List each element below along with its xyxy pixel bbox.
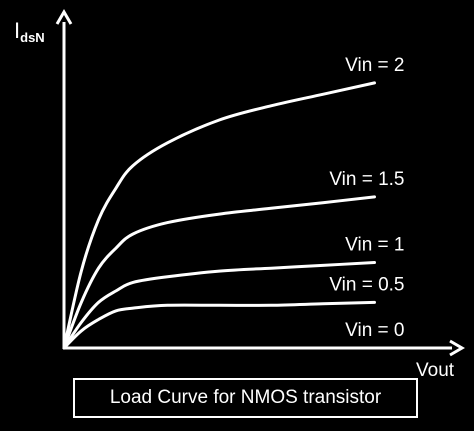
curve-label-2: Vin = 1 (345, 235, 404, 256)
y-axis-arrow-icon (55, 9, 73, 25)
curve-line-2 (62, 261, 376, 350)
curve-line-1 (62, 195, 376, 350)
curve-label-4: Vin = 0 (345, 320, 404, 341)
curve-line-0 (62, 81, 376, 350)
chart-title-box: Load Curve for NMOS transistor (73, 378, 418, 418)
x-axis-arrow-icon (449, 339, 465, 357)
curves-group: Vin = 2 Vin = 1.5 Vin = 1 Vin = 0.5 Vin = 0 (62, 55, 405, 350)
curve-label-1: Vin = 1.5 (329, 169, 404, 190)
chart-title: Load Curve for NMOS transistor (109, 387, 382, 408)
y-axis-label-main: I (14, 18, 20, 43)
curve-label-0: Vin = 2 (345, 55, 404, 76)
curve-label-3: Vin = 0.5 (329, 274, 404, 295)
x-axis-label: Vout (416, 360, 455, 381)
y-axis-label: IdsN (14, 18, 45, 45)
y-axis-label-sub: dsN (20, 30, 45, 45)
curve-line-3 (62, 300, 376, 350)
